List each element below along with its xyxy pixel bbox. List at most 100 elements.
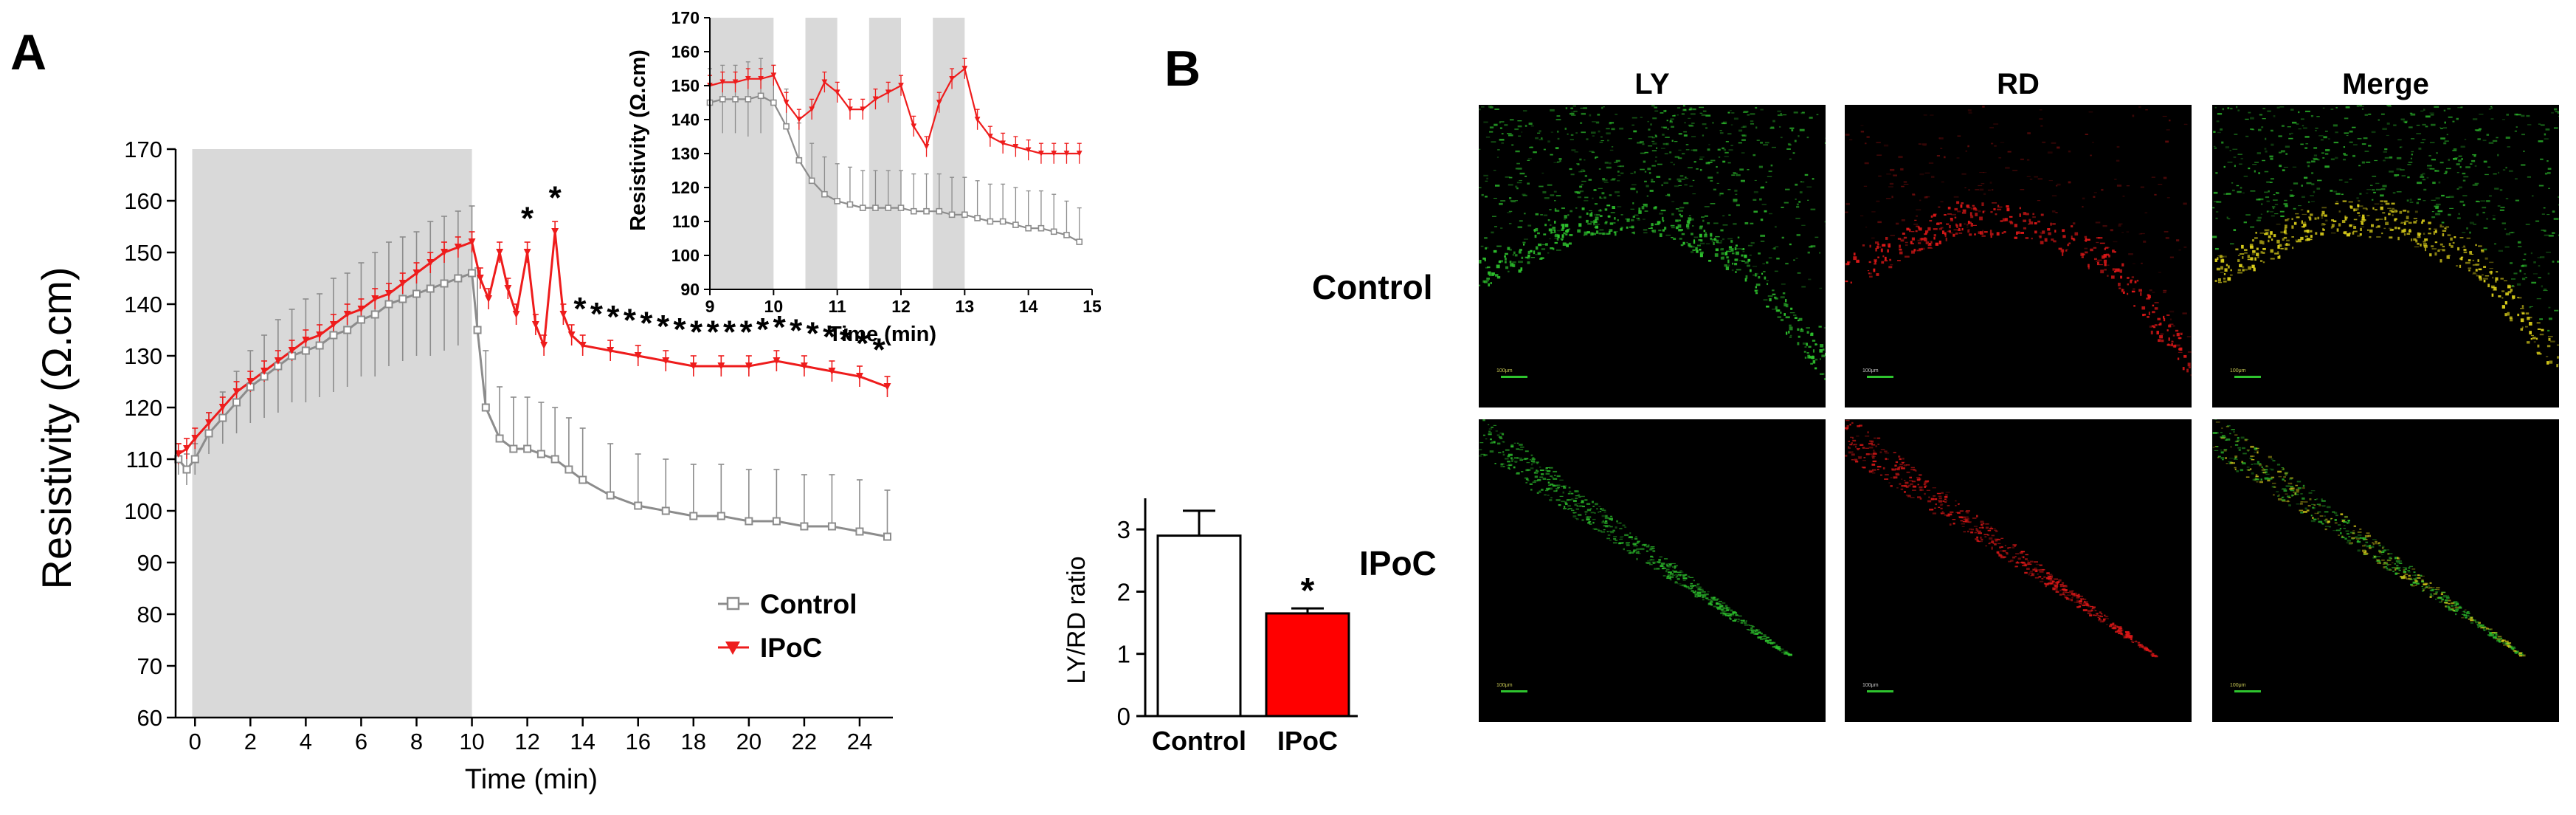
main-y-tick-label: 110 (126, 447, 162, 472)
inset-x-tick-label: 14 (1019, 297, 1038, 316)
inset-y-tick-label: 90 (680, 280, 700, 299)
column-title-rd: RD (1997, 68, 2040, 100)
inset-y-tick-label: 140 (671, 110, 700, 129)
main-point-control (440, 279, 449, 288)
inset-point-control (1076, 238, 1083, 245)
main-significance-star: * (873, 331, 886, 368)
main-significance-star: * (573, 291, 587, 327)
main-point-ipoc (662, 357, 670, 365)
inset-point-ipoc (834, 89, 840, 96)
inset-point-ipoc (745, 75, 751, 82)
main-point-ipoc (745, 362, 753, 370)
inset-point-control (783, 123, 790, 130)
main-point-ipoc (883, 383, 891, 391)
main-point-ipoc (385, 290, 393, 298)
main-point-control (356, 315, 365, 324)
inset-point-ipoc (949, 75, 955, 82)
main-point-ipoc (274, 357, 282, 365)
inset-x-tick-label: 15 (1082, 297, 1102, 316)
main-point-control (468, 269, 477, 278)
main-point-ipoc (232, 388, 241, 396)
main-point-ipoc (567, 331, 576, 339)
main-point-ipoc (523, 249, 531, 256)
inset-point-ipoc (961, 66, 968, 72)
inset-point-control (757, 92, 764, 100)
main-point-control (343, 326, 352, 334)
scale-bar-label: 100μm (2230, 683, 2246, 688)
main-x-tick-label: 6 (355, 729, 367, 754)
main-point-control (481, 403, 490, 412)
main-point-control (301, 346, 310, 355)
panel-label-b: B (1164, 41, 1201, 97)
main-point-ipoc (717, 362, 725, 370)
inset-x-tick-label: 9 (705, 297, 715, 316)
scale-bar-label: 100μm (1496, 683, 1513, 688)
main-significance-star: * (706, 314, 719, 351)
inset-point-ipoc (974, 117, 981, 123)
main-point-control (204, 429, 213, 438)
inset-point-ipoc (1038, 151, 1044, 157)
micrograph-ipoc-merge: 100μm (2212, 419, 2559, 722)
inset-y-tick-label: 150 (671, 76, 700, 95)
inset-point-control (885, 204, 892, 211)
main-point-control (509, 444, 518, 453)
bar-y-tick-label: 1 (1117, 641, 1130, 668)
main-point-control (384, 300, 393, 309)
main-significance-star: * (740, 314, 753, 351)
inset-point-ipoc (1025, 147, 1032, 154)
scale-bar-label: 100μm (1862, 368, 1879, 374)
inset-point-ipoc (911, 123, 917, 130)
main-y-tick-label: 90 (137, 550, 162, 576)
inset-point-control (770, 99, 777, 106)
main-point-ipoc (468, 238, 476, 246)
main-series-ipoc-line (177, 231, 888, 455)
inset-y-tick-label: 120 (671, 178, 700, 197)
inset-point-ipoc (898, 83, 904, 89)
inset-point-control (808, 177, 815, 185)
main-point-control (232, 398, 241, 407)
inset-point-control (961, 211, 968, 219)
main-significance-star: * (690, 314, 703, 351)
main-significance-star: * (823, 319, 836, 355)
inset-resistivity-chart: 9 10 11 12 13 14 1590100110120130140150160170 … (626, 8, 1102, 346)
main-point-ipoc (454, 244, 462, 251)
main-x-tick-label: 18 (681, 729, 706, 754)
main-point-ipoc (441, 249, 448, 256)
micrograph-ipoc-ly: 100μm (1479, 419, 1826, 722)
column-title-ly: LY (1634, 68, 1670, 100)
main-x-tick-label: 22 (792, 729, 817, 754)
main-point-ipoc (205, 419, 213, 427)
main-point-control (579, 475, 587, 484)
main-point-ipoc (512, 311, 520, 318)
main-x-tick-label: 14 (570, 729, 595, 754)
main-point-ipoc (357, 306, 365, 313)
row-title-control: Control (1312, 268, 1433, 306)
row-title-ipoc: IPoC (1359, 544, 1437, 582)
main-point-ipoc (559, 311, 567, 318)
main-point-control (550, 455, 559, 464)
inset-x-tick-label: 11 (829, 297, 847, 316)
main-x-tick-label: 0 (189, 729, 201, 754)
main-x-tick-label: 16 (625, 729, 650, 754)
inset-point-control (821, 190, 828, 198)
main-point-ipoc (191, 435, 199, 442)
main-point-ipoc (476, 275, 484, 282)
main-resistivity-chart: 0 2 4 6 8 10 12 14 16 18 20 22 246070809010011012013… (33, 137, 893, 795)
main-point-ipoc (607, 347, 615, 354)
inset-y-tick-label: 100 (671, 246, 700, 265)
scale-bar-label: 100μm (1862, 683, 1879, 688)
main-point-control (661, 506, 670, 515)
inset-y-tick-label: 110 (672, 212, 700, 231)
inset-point-control (859, 204, 866, 211)
bar-y-axis-label: LY/RD ratio (1063, 556, 1091, 684)
main-point-control (883, 532, 891, 541)
inset-point-ipoc (770, 72, 777, 79)
inset-point-control (795, 157, 803, 164)
main-point-ipoc (302, 337, 310, 344)
main-point-ipoc (496, 249, 504, 256)
main-y-tick-label: 130 (124, 343, 162, 369)
inset-point-control (974, 215, 981, 221)
inset-y-tick-label: 170 (671, 8, 700, 27)
main-point-ipoc (634, 352, 642, 360)
main-y-tick-label: 60 (137, 705, 162, 731)
